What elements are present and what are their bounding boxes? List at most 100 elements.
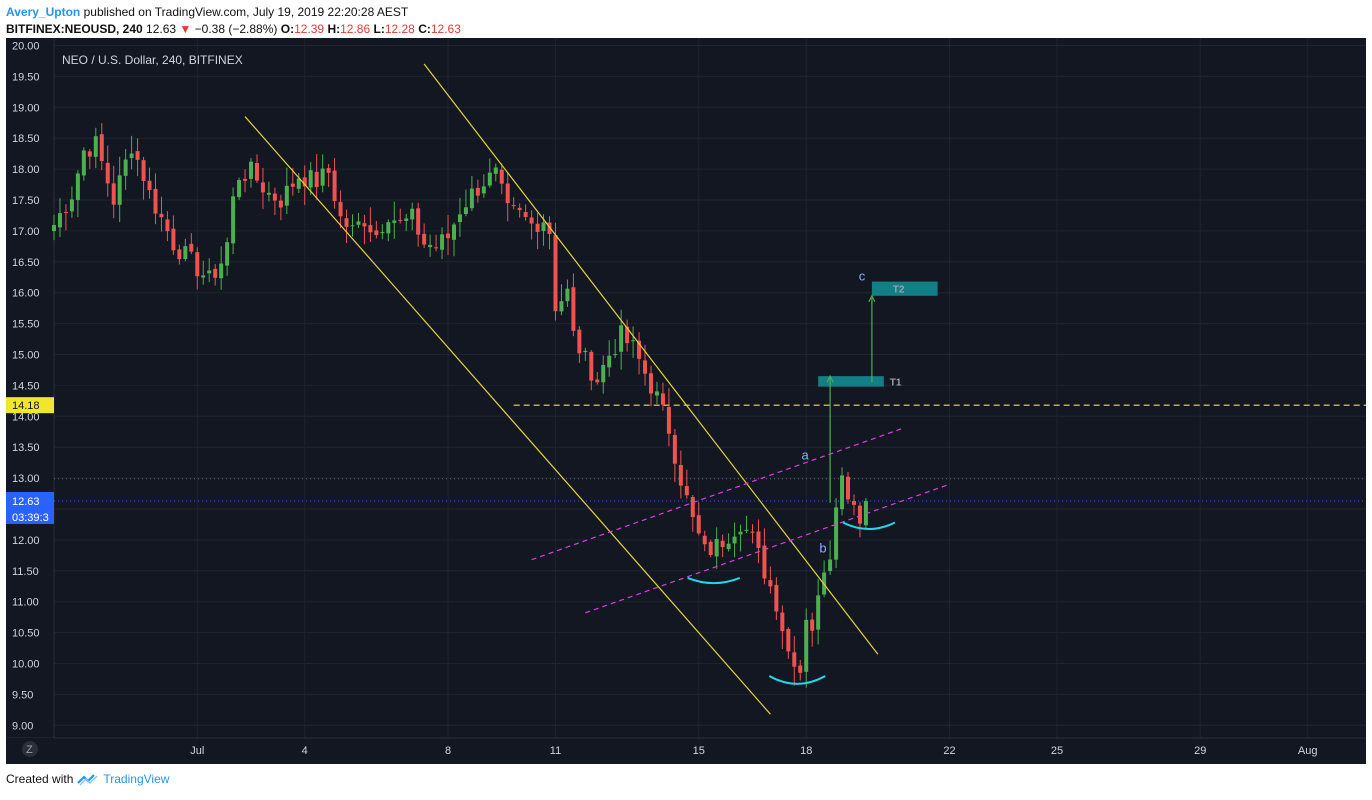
x-tick-22: 22 xyxy=(943,745,955,757)
candle xyxy=(565,279,570,307)
candle xyxy=(177,244,182,265)
target-box-t1 xyxy=(818,376,884,387)
candle-body xyxy=(577,329,582,354)
candle xyxy=(326,163,331,187)
y-tick-17.00: 17.00 xyxy=(12,226,40,238)
candle xyxy=(601,355,606,394)
candle xyxy=(254,154,259,183)
candle xyxy=(786,627,791,659)
x-tick-8: 8 xyxy=(445,745,451,757)
candle-body xyxy=(314,171,319,188)
candle xyxy=(732,522,737,558)
candle xyxy=(780,605,785,650)
time-axis[interactable]: Jul 4 8 11 15 18 22 25 29 Aug xyxy=(6,737,1366,757)
candle xyxy=(129,135,134,170)
candle xyxy=(840,467,845,516)
candle-body xyxy=(696,515,701,534)
y-tick-16.00: 16.00 xyxy=(12,288,40,300)
target-label-t1: T1 xyxy=(890,377,902,388)
candle-body xyxy=(434,247,439,249)
x-tick-Jul: Jul xyxy=(190,745,204,757)
candle xyxy=(613,339,618,359)
candle xyxy=(446,215,451,256)
candle-body xyxy=(165,219,170,232)
candle-body xyxy=(302,177,307,187)
candle-body xyxy=(350,225,355,227)
candle-body xyxy=(559,301,564,312)
candle xyxy=(654,381,659,404)
candle xyxy=(183,238,188,262)
candle xyxy=(52,214,56,241)
candle-body xyxy=(768,580,773,587)
candle-body xyxy=(547,222,552,234)
candle xyxy=(422,223,427,249)
candle-body xyxy=(535,223,540,232)
candle-body xyxy=(231,196,236,244)
triangle-down-icon: ▼ xyxy=(179,22,192,36)
candle-body xyxy=(237,180,242,198)
candle-body xyxy=(637,340,642,359)
candle-body xyxy=(762,545,767,579)
candle-body xyxy=(177,249,182,260)
candle-body xyxy=(416,208,421,235)
candle xyxy=(481,174,486,198)
footer: Created with TradingView xyxy=(6,772,169,786)
wave-label-c: c xyxy=(859,268,866,283)
candle-body xyxy=(272,193,277,201)
wave-label-b: b xyxy=(819,540,826,555)
dashed-channel-line-1 xyxy=(585,483,950,614)
channel-line-0 xyxy=(244,116,771,715)
y-tick-10.00: 10.00 xyxy=(12,659,40,671)
candle-body xyxy=(798,665,803,673)
candle-body xyxy=(744,529,749,531)
candle-body xyxy=(320,168,325,186)
candle xyxy=(702,530,707,552)
candle-body xyxy=(654,391,659,396)
candle-body xyxy=(863,500,868,526)
candle xyxy=(493,163,498,182)
y-tick-9.50: 9.50 xyxy=(12,689,33,701)
candles xyxy=(52,123,868,688)
candle xyxy=(631,326,636,358)
candle xyxy=(577,326,582,364)
candle-body xyxy=(284,185,289,206)
candle xyxy=(625,319,630,352)
candle xyxy=(434,234,439,252)
candle-body xyxy=(159,213,164,218)
candle xyxy=(547,216,552,250)
y-tick-16.50: 16.50 xyxy=(12,257,40,269)
candle-body xyxy=(571,287,576,331)
candle-body xyxy=(87,151,92,157)
candle xyxy=(505,172,510,222)
candle-body xyxy=(260,182,265,193)
candle xyxy=(296,173,301,193)
footer-brand-link[interactable]: TradingView xyxy=(103,772,170,786)
candle xyxy=(750,524,755,544)
candle xyxy=(207,258,212,283)
candle-body xyxy=(702,535,707,545)
candle-body xyxy=(207,270,212,274)
last-price-label: 12.63 xyxy=(12,496,40,508)
target-label-t2: T2 xyxy=(893,285,905,296)
candle-body xyxy=(428,244,433,248)
price-axis[interactable]: 20.00 19.50 19.00 18.50 18.00 17.50 17.00 16.50… xyxy=(6,38,55,738)
timezone-button[interactable]: Z xyxy=(6,738,54,764)
candle-body xyxy=(290,183,295,187)
y-tick-15.00: 15.00 xyxy=(12,350,40,362)
candle-body xyxy=(332,170,337,202)
candle-body xyxy=(846,476,851,500)
candle xyxy=(595,372,600,385)
candle xyxy=(774,577,779,620)
tradingview-logo-icon xyxy=(77,774,98,786)
candle-body xyxy=(57,213,62,228)
high-label: H: xyxy=(327,22,341,36)
close-label: C: xyxy=(418,22,431,36)
candle-body xyxy=(278,200,283,208)
footer-created-text: Created with xyxy=(6,772,74,786)
candle-body xyxy=(326,168,331,173)
y-tick-15.50: 15.50 xyxy=(12,319,40,331)
chart-area[interactable]: 20.00 19.50 19.00 18.50 18.00 17.50 17.00 16.50… xyxy=(6,38,1366,764)
candle xyxy=(535,212,540,250)
author-link[interactable]: Avery_Upton xyxy=(6,5,81,19)
y-tick-18.50: 18.50 xyxy=(12,133,40,145)
